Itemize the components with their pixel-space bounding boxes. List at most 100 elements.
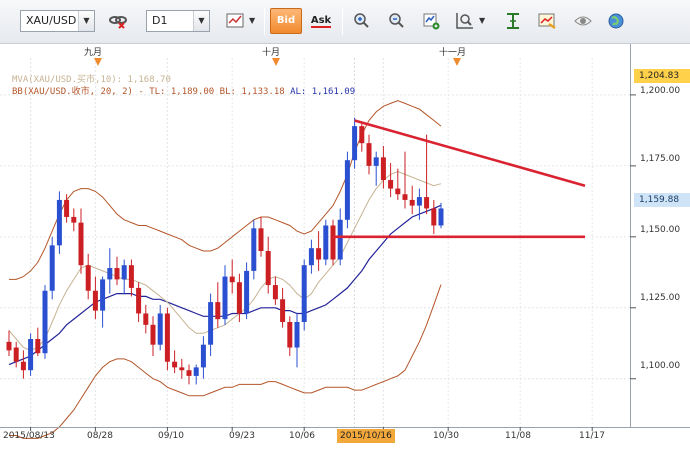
visibility-button[interactable] (570, 9, 596, 33)
eye-icon (574, 16, 592, 26)
candle-body (330, 225, 336, 260)
candle-body (402, 194, 408, 200)
month-label: 十月 (262, 48, 281, 58)
candle-body (416, 197, 422, 206)
candle (56, 191, 62, 254)
candle (301, 259, 307, 331)
chart-area[interactable]: 九月 十月 十一月 MVA(XAU/USD.买市,10): 1,168.70 B… (0, 44, 690, 453)
candle (236, 273, 242, 322)
candle-body (64, 199, 70, 217)
bid-button[interactable]: Bid (270, 8, 302, 34)
candle (330, 219, 336, 266)
candle (114, 256, 120, 286)
bb-al-value: AL: 1,161.09 (290, 87, 356, 97)
symbol-value: XAU/USD (26, 14, 77, 27)
template-button[interactable] (534, 9, 560, 33)
candle-body (128, 265, 134, 288)
date-label: 11/17 (579, 431, 605, 441)
candle-body (85, 265, 91, 291)
candle (121, 259, 127, 294)
candle-body (344, 160, 350, 220)
candle (366, 134, 372, 175)
chevron-down-icon[interactable]: ▼ (78, 11, 94, 31)
grid-lines (0, 58, 630, 427)
candle-body (272, 285, 278, 300)
date-label: 08/28 (87, 431, 113, 441)
candle (359, 123, 365, 152)
candle-body (28, 339, 34, 371)
candle-body (395, 188, 401, 195)
date-label: 10/30 (433, 431, 459, 441)
candle-body (172, 361, 178, 368)
candle (352, 117, 358, 169)
search-zoom-button[interactable] (452, 9, 478, 33)
price-tick: 1,175.00 (640, 154, 681, 164)
crosshair-date-tag: 2015/10/16 (337, 429, 395, 443)
candle (344, 151, 350, 229)
price-tick: 1,125.00 (640, 293, 681, 303)
current-price-tag: 1,159.88 (634, 193, 690, 207)
candle-body (316, 248, 322, 260)
candle (316, 231, 322, 271)
zoom-in-button[interactable] (349, 9, 375, 33)
candle (42, 285, 48, 359)
globe-icon (608, 13, 624, 29)
candle-body (121, 265, 127, 280)
candle (143, 304, 149, 334)
candle-body (107, 268, 113, 280)
candle-body (42, 290, 48, 354)
ask-button[interactable]: Ask (306, 8, 336, 34)
candle (416, 188, 422, 220)
separator (264, 8, 265, 35)
candle (136, 282, 142, 322)
chevron-down-icon[interactable]: ▼ (193, 11, 209, 31)
candle (100, 276, 106, 328)
date-label: 2015/08/13 (3, 431, 55, 441)
timeframe-select[interactable]: D1 ▼ (146, 10, 210, 32)
candle (150, 316, 156, 357)
candle (78, 208, 84, 274)
candle-body (359, 126, 365, 144)
candle-body (71, 216, 77, 223)
month-label: 十一月 (439, 48, 467, 58)
chart-frame (0, 44, 690, 431)
zoom-in-icon (354, 13, 369, 28)
zoom-dropdown-icon[interactable]: ▼ (479, 16, 486, 25)
crosshair-icon (507, 13, 519, 29)
link-icon (109, 16, 127, 29)
candle-body (157, 313, 163, 345)
add-indicator-button[interactable] (418, 9, 444, 33)
candle (402, 151, 408, 209)
price-chart[interactable] (0, 44, 690, 453)
period-marker-icon (272, 58, 280, 66)
candle (388, 163, 394, 198)
candle-body (323, 225, 329, 260)
candle-body (258, 228, 264, 252)
crosshair-button[interactable] (500, 9, 526, 33)
price-tick: 1,150.00 (640, 225, 681, 235)
candle-body (308, 248, 314, 266)
candle-body (380, 157, 386, 181)
candle-body (431, 208, 437, 226)
period-marker-icon (94, 58, 102, 66)
candle-body (49, 245, 55, 291)
link-button[interactable] (105, 9, 131, 33)
web-button[interactable] (603, 9, 629, 33)
candle-body (388, 180, 394, 189)
candle (20, 350, 26, 379)
candle (323, 219, 329, 266)
candle (6, 330, 12, 357)
candle (172, 350, 178, 374)
chart-type-button[interactable] (222, 9, 248, 33)
add-indicator-icon (423, 13, 440, 30)
candle (431, 199, 437, 234)
candle (193, 364, 199, 385)
candle (272, 276, 278, 305)
candle (424, 134, 430, 215)
zoom-out-button[interactable] (384, 9, 410, 33)
symbol-select[interactable]: XAU/USD ▼ (20, 10, 95, 32)
chart-type-dropdown-icon[interactable]: ▼ (249, 16, 256, 25)
candle-body (164, 313, 170, 362)
date-label: 09/23 (229, 431, 255, 441)
